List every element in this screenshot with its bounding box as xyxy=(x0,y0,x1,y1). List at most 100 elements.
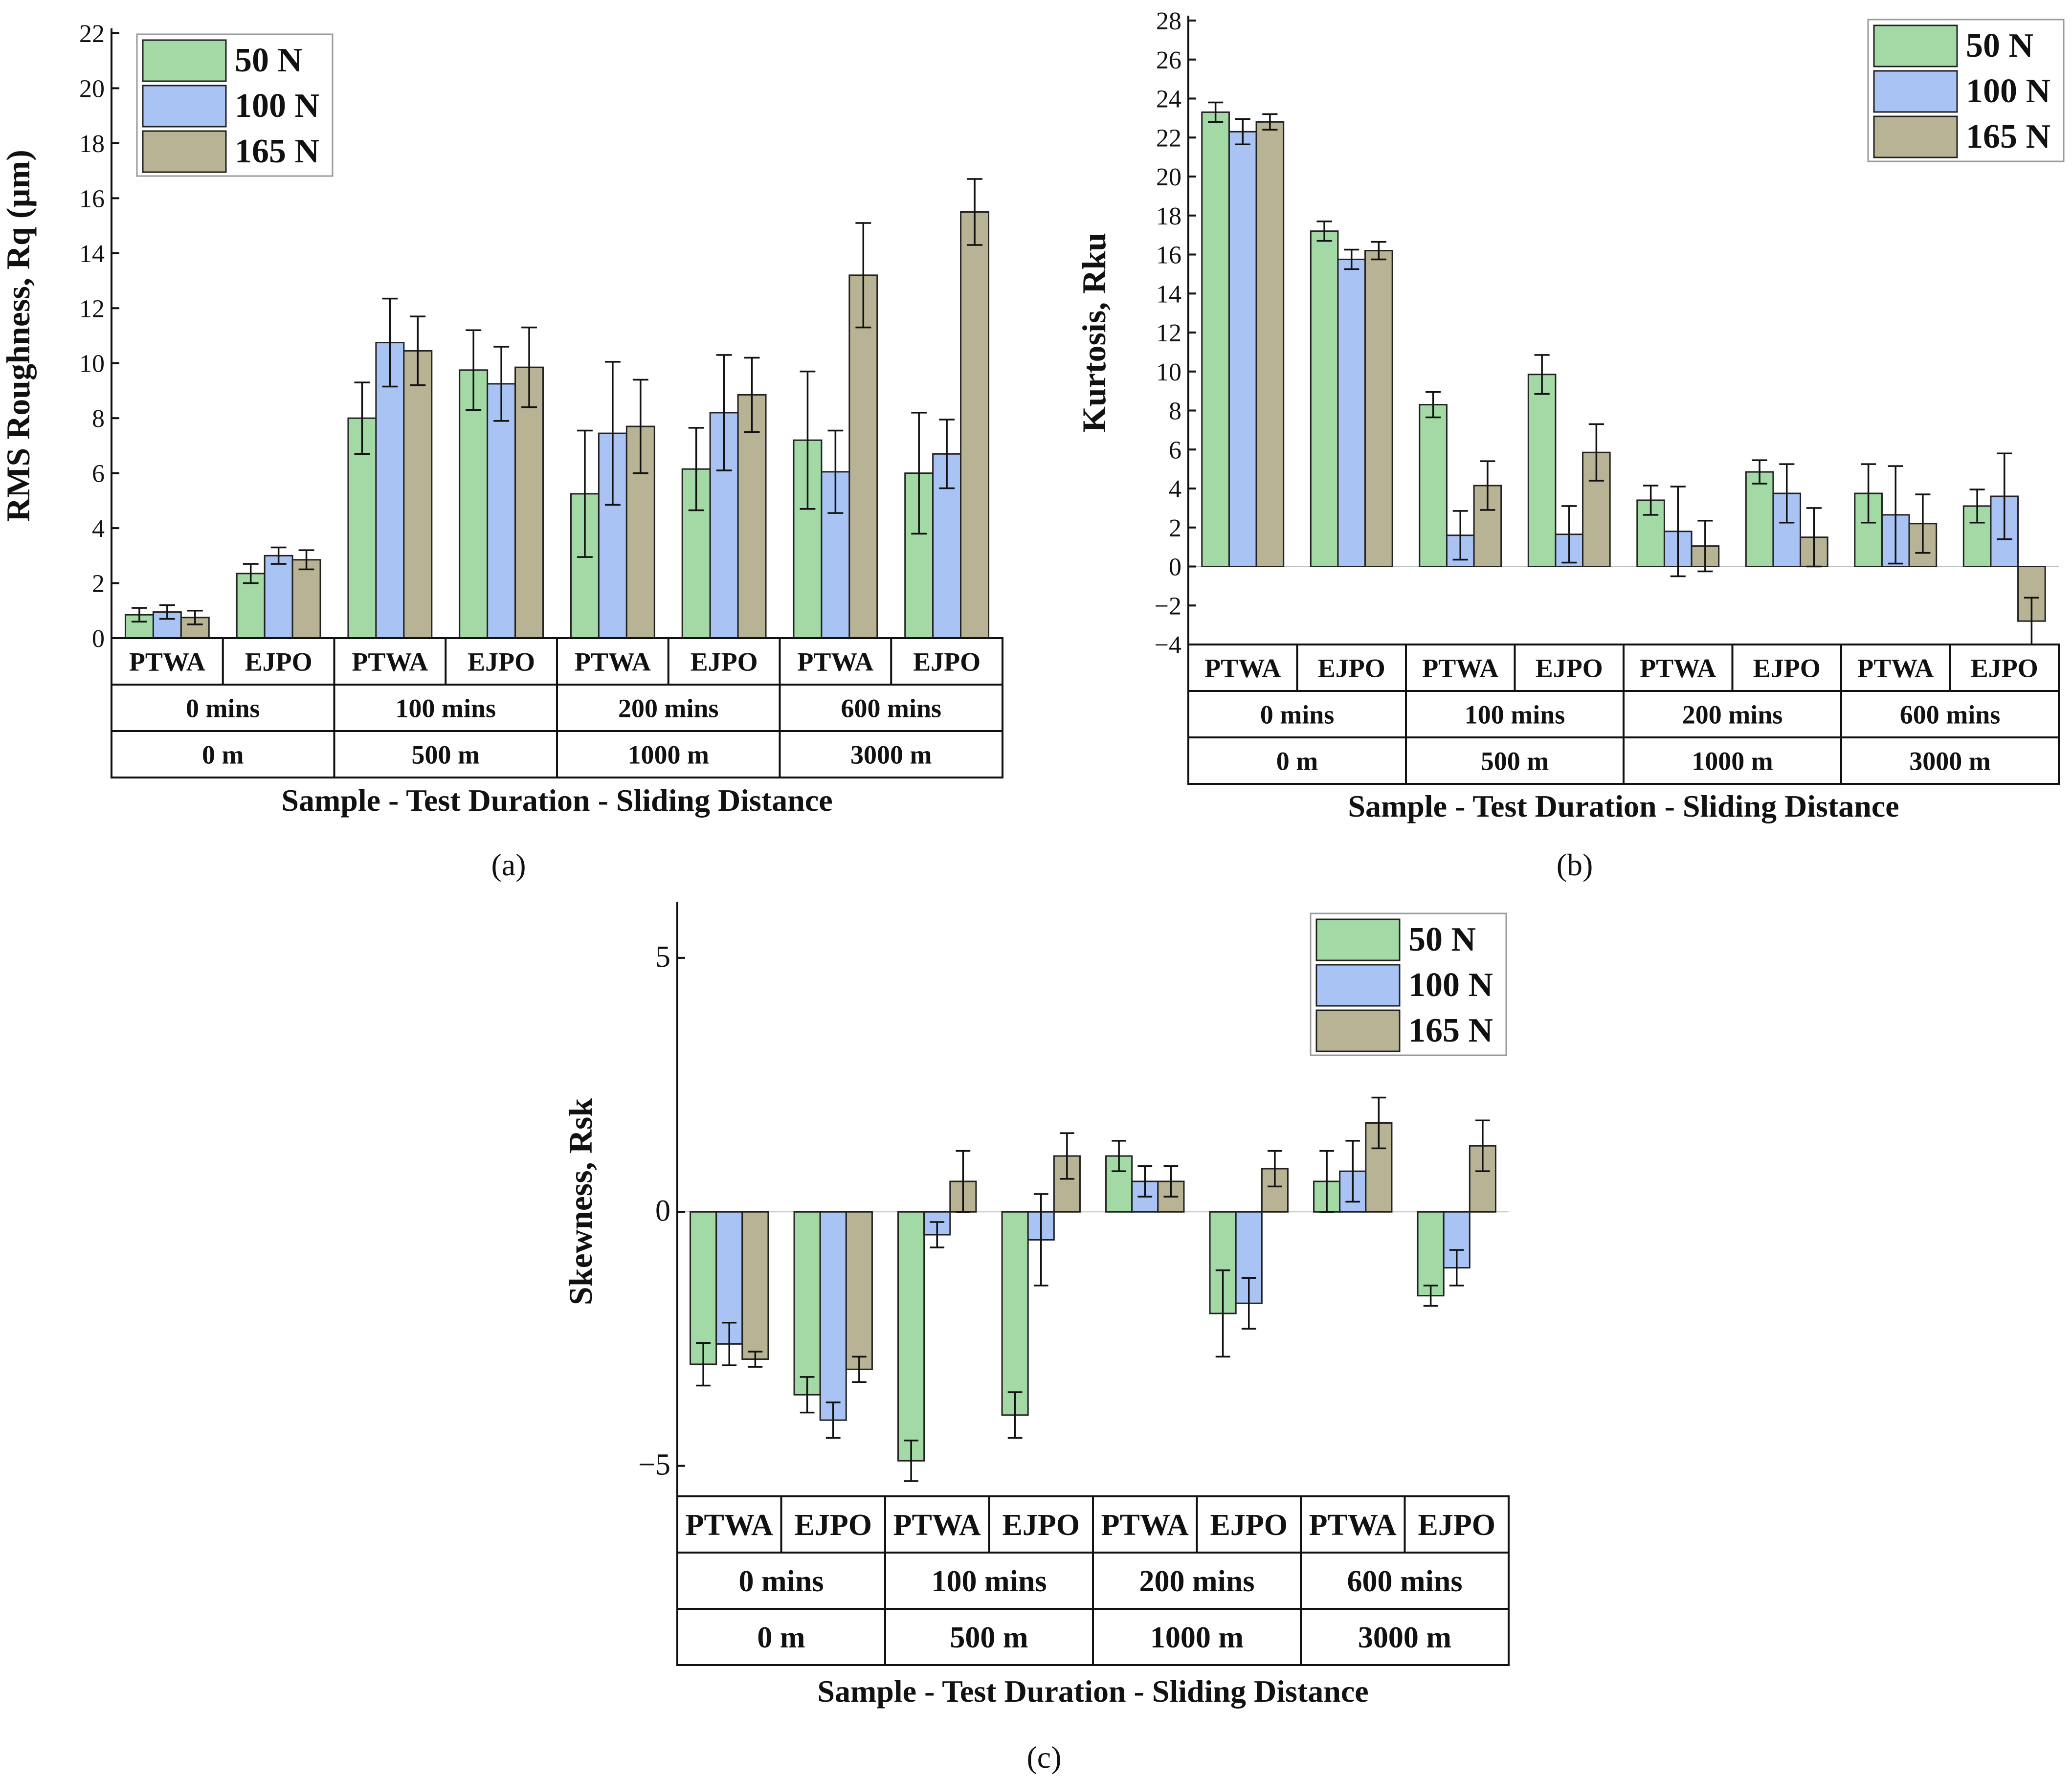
chart-panel-2: −5 0 5 Skewness, Rsk PTWA EJPO PTWA EJPO PTWA EJP… xyxy=(562,902,1510,1775)
error-bar-s2-c7 xyxy=(967,178,983,246)
duration-label: 0 mins xyxy=(186,693,260,723)
legend-swatch-1 xyxy=(1315,964,1401,1007)
y-tick-label: 12 xyxy=(79,295,105,323)
error-bar-s0-c2 xyxy=(904,1439,918,1482)
error-bar-s1-c7 xyxy=(1449,1249,1464,1287)
sample-label: PTWA xyxy=(129,647,205,676)
bar-b-s1-c0 xyxy=(1228,131,1257,568)
legend-swatch-0 xyxy=(1315,918,1401,961)
error-bar-s0-c6 xyxy=(800,370,816,510)
sample-label: EJPO xyxy=(1318,653,1385,683)
distance-label: 0 m xyxy=(1276,746,1318,776)
error-bar-s2-c5 xyxy=(744,356,760,433)
bar-c-s0-c0 xyxy=(690,1211,717,1365)
bar-c-s0-c1 xyxy=(793,1211,821,1396)
error-bar-s0-c3 xyxy=(466,329,482,411)
distance-label: 1000 m xyxy=(1150,1621,1244,1654)
error-bar-s0-c2 xyxy=(354,381,370,455)
distance-label: 500 m xyxy=(412,740,480,769)
sample-label: PTWA xyxy=(352,647,428,676)
sample-label: EJPO xyxy=(913,647,980,676)
error-bar-s0-c3 xyxy=(1007,1391,1023,1439)
error-bar-s1-c2 xyxy=(1452,510,1468,561)
duration-label: 0 mins xyxy=(739,1565,824,1598)
error-bar-s2-c2 xyxy=(956,1150,971,1213)
error-bar-s0-c3 xyxy=(1534,354,1550,395)
sample-label: PTWA xyxy=(893,1509,981,1542)
y-tick-label: 14 xyxy=(79,240,105,268)
error-bar-s1-c3 xyxy=(1033,1193,1048,1287)
bar-c-s0-c3 xyxy=(1001,1211,1029,1416)
legend-swatch-0 xyxy=(1873,24,1958,67)
sample-label: EJPO xyxy=(1536,653,1603,683)
error-bar-s1-c5 xyxy=(716,354,732,471)
bar-b-s2-c1 xyxy=(1364,250,1393,567)
sample-label: PTWA xyxy=(797,647,873,676)
distance-label: 3000 m xyxy=(850,740,932,769)
bar-a-s2-c6 xyxy=(848,274,878,639)
y-tick-label: −4 xyxy=(1155,631,1181,659)
error-bar-s1-c2 xyxy=(382,297,398,388)
error-bar-s1-c2 xyxy=(930,1221,945,1248)
error-bar-s2-c3 xyxy=(1060,1132,1074,1180)
error-bar-s1-c6 xyxy=(1345,1140,1360,1203)
error-bar-s1-c4 xyxy=(604,361,621,506)
y-axis-label: Skewness, Rsk xyxy=(562,1098,599,1305)
error-bar-s0-c2 xyxy=(1426,391,1441,419)
bar-b-s0-c5 xyxy=(1745,471,1774,568)
error-bar-s1-c4 xyxy=(1137,1165,1153,1198)
error-bar-s0-c7 xyxy=(911,412,927,535)
legend-swatch-1 xyxy=(1873,70,1958,113)
y-tick-label: 22 xyxy=(1156,124,1181,152)
bar-b-s0-c3 xyxy=(1527,374,1557,567)
duration-label: 100 mins xyxy=(1465,700,1565,729)
error-bar-s0-c4 xyxy=(1643,485,1659,516)
error-bar-s2-c5 xyxy=(1806,507,1822,568)
y-tick-label: 6 xyxy=(92,460,105,488)
bar-b-s0-c2 xyxy=(1419,404,1448,567)
legend-swatch-2 xyxy=(142,130,227,173)
error-bar-s1-c5 xyxy=(1779,463,1795,524)
y-tick-label: 26 xyxy=(1156,46,1181,74)
error-bar-s1-c0 xyxy=(159,604,175,620)
error-bar-s2-c3 xyxy=(1588,423,1604,482)
distance-label: 1000 m xyxy=(1692,746,1773,776)
bar-b-s0-c0 xyxy=(1201,111,1230,568)
error-bar-s1-c1 xyxy=(270,546,287,565)
error-bar-s2-c6 xyxy=(1915,493,1931,554)
error-bar-s1-c0 xyxy=(1235,118,1250,145)
y-tick-label: 20 xyxy=(79,75,105,103)
legend-label-0: 50 N xyxy=(235,42,302,79)
y-tick-label: 6 xyxy=(1169,436,1181,464)
y-axis-label: Kurtosis, Rku xyxy=(1075,233,1113,432)
legend-label-0: 50 N xyxy=(1408,921,1476,958)
bar-a-s2-c7 xyxy=(960,211,990,639)
sample-label: EJPO xyxy=(1418,1509,1495,1542)
bar-c-s2-c0 xyxy=(741,1211,769,1360)
y-tick-label: 0 xyxy=(655,1194,670,1227)
duration-label: 200 mins xyxy=(1682,700,1783,729)
duration-label: 600 mins xyxy=(1347,1565,1463,1598)
error-bar-s2-c6 xyxy=(855,222,871,329)
panel-caption: (b) xyxy=(1557,847,1593,882)
bar-c-s2-c1 xyxy=(845,1211,873,1370)
duration-label: 200 mins xyxy=(1139,1565,1255,1598)
legend-swatch-0 xyxy=(142,39,227,82)
sample-label: PTWA xyxy=(686,1509,773,1542)
y-tick-label: 0 xyxy=(92,625,105,653)
error-bar-s0-c6 xyxy=(1861,463,1876,524)
error-bar-s2-c1 xyxy=(298,549,314,571)
y-tick-label: 16 xyxy=(1156,242,1181,269)
duration-label: 600 mins xyxy=(1900,700,2001,729)
error-bar-s0-c4 xyxy=(577,429,593,558)
sample-label: EJPO xyxy=(691,647,758,676)
distance-label: 1000 m xyxy=(628,740,710,769)
bar-b-s1-c1 xyxy=(1337,258,1366,567)
sample-label: PTWA xyxy=(1422,653,1498,683)
error-bar-s2-c4 xyxy=(1697,520,1713,573)
y-tick-label: 10 xyxy=(79,350,105,378)
error-bar-s1-c6 xyxy=(827,429,844,514)
error-bar-s0-c0 xyxy=(696,1342,711,1387)
distance-label: 500 m xyxy=(950,1621,1028,1654)
legend-label-1: 100 N xyxy=(1408,966,1493,1004)
